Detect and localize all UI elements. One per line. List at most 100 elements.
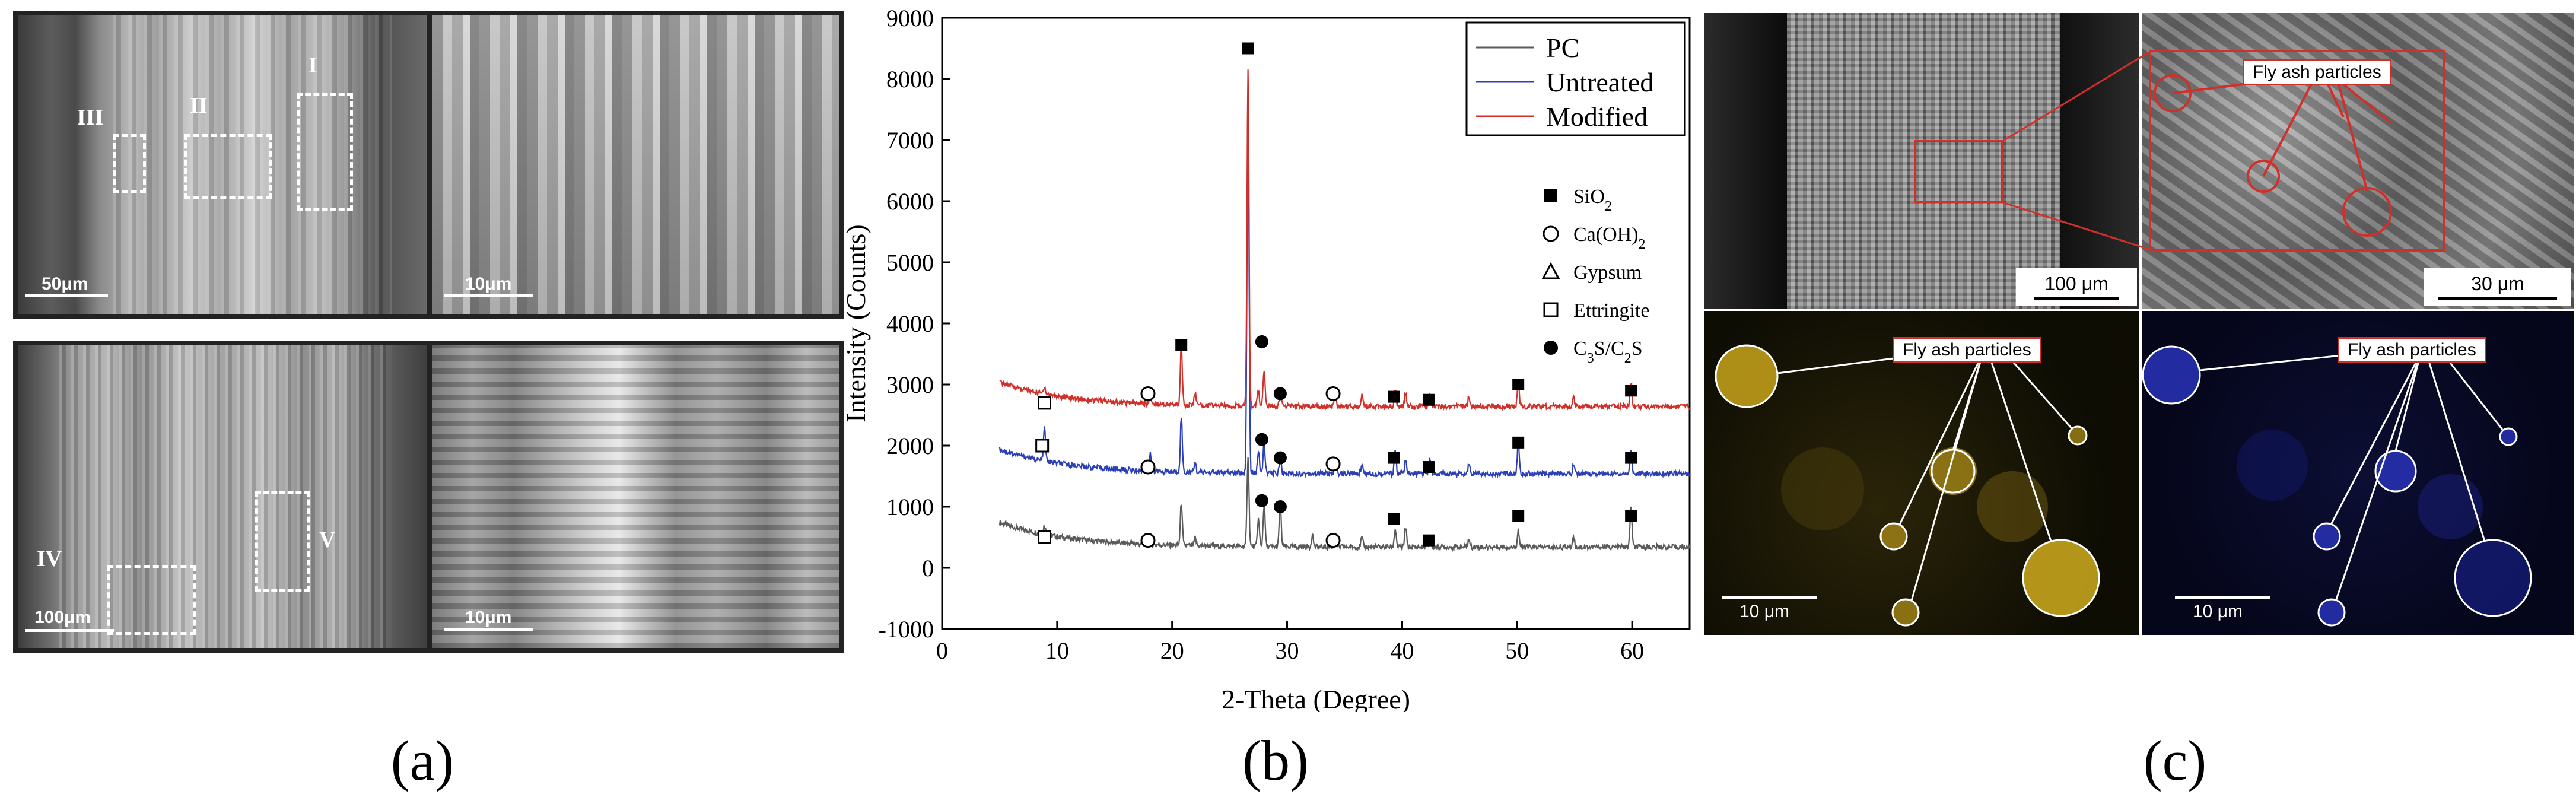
zoom-frame	[2149, 50, 2445, 252]
marker-legend-label: Ca(OH)2	[1573, 224, 1646, 252]
sem-fiber-top-zoom: 10μm	[432, 15, 839, 314]
xrd-chart: -100001000200030004000500060007000800090…	[841, 5, 1691, 714]
panel-label-a: (a)	[390, 729, 454, 792]
peak-marker	[1038, 530, 1052, 544]
peak-marker	[1273, 451, 1287, 465]
peak-marker	[1512, 379, 1525, 390]
y-tick-label: 0	[922, 555, 934, 582]
legend-label: Untreated	[1546, 67, 1653, 97]
scale-bar-line	[25, 294, 108, 297]
marker-legend-label: C3S/C2S	[1573, 338, 1643, 366]
peak-marker	[1625, 385, 1637, 397]
scale-label-bottom-right: 10μm	[465, 608, 512, 627]
legend-label: PC	[1546, 33, 1579, 63]
peak-marker	[1388, 513, 1400, 525]
peak-marker	[1512, 436, 1525, 449]
scale-bar-line	[2034, 297, 2119, 300]
series-line-pc	[998, 456, 1691, 552]
peak-marker	[1325, 386, 1341, 401]
peak-marker	[1625, 452, 1637, 464]
sem-fiber-bottom-overview: IV V 100μm	[18, 345, 427, 648]
peak-marker	[1422, 534, 1435, 547]
marker-legend-symbol	[1544, 189, 1557, 202]
eds-map-yellow: Fly ash particles 10 μm	[1704, 311, 2139, 635]
peak-marker	[1140, 459, 1156, 475]
y-tick-label: 8000	[886, 66, 934, 93]
sem-modified-fiber: 100 μm	[1704, 13, 2139, 309]
peak-marker	[1140, 386, 1156, 401]
sem-fiber-bottom-zoom: 10μm	[432, 345, 839, 648]
y-tick-label: 9000	[886, 5, 934, 31]
scale-bar-line	[25, 629, 114, 632]
region-label-ii: II	[190, 93, 208, 118]
region-label-i: I	[309, 53, 317, 78]
eds-blue-particles	[2142, 345, 2532, 627]
scale-box-top-left: 100 μm	[2016, 268, 2137, 306]
region-box-iii	[113, 134, 146, 193]
y-tick-label: 2000	[886, 433, 934, 459]
scale-label-top-left: 50μm	[42, 274, 88, 294]
marker-legend-symbol	[1541, 262, 1560, 279]
fly-ash-particle-ring	[2154, 74, 2192, 112]
peak-marker	[1325, 456, 1341, 472]
scale-bar-line	[2175, 596, 2270, 599]
region-box-i	[297, 93, 353, 211]
series-line-untreated	[998, 86, 1691, 479]
peak-marker	[1325, 533, 1341, 548]
callout-fly-ash-blue: Fly ash particles	[2338, 337, 2486, 363]
panel-b: -1000 0 1000 2000 3000 4000 5000 6000 7000 8000 90…	[819, 0, 1732, 807]
x-tick-label: 40	[1390, 637, 1414, 664]
callout-lines-top	[2154, 74, 2392, 237]
peak-marker	[1255, 494, 1268, 507]
x-tick-label: 50	[1505, 637, 1529, 664]
x-tick-label: 30	[1276, 637, 1299, 664]
scale-label-30um: 30 μm	[2471, 273, 2524, 294]
fly-ash-particle-ring	[2247, 160, 2280, 193]
scale-bar-line	[2438, 297, 2557, 300]
peak-marker	[1038, 396, 1052, 410]
peak-marker	[1273, 387, 1287, 401]
callout-fly-ash-top: Fly ash particles	[2243, 59, 2391, 85]
peak-marker	[1255, 433, 1268, 446]
peak-marker	[1388, 390, 1400, 403]
peak-marker	[1512, 510, 1525, 522]
y-tick-label: 6000	[886, 188, 934, 215]
marker-legend-symbol	[1543, 302, 1559, 317]
sem-fiber-top-overview: III II I 50μm	[18, 15, 427, 314]
eds-yellow-particles	[1715, 344, 2100, 627]
x-tick-label: 10	[1045, 637, 1069, 664]
scale-bar-line	[444, 628, 533, 631]
panel-label-c: (c)	[2143, 729, 2207, 792]
scale-label-bottom-left: 100μm	[34, 608, 91, 627]
x-tick-label: 60	[1620, 637, 1644, 664]
peak-marker	[1175, 339, 1188, 351]
peak-marker	[1388, 452, 1400, 464]
peak-marker	[1422, 393, 1435, 406]
peak-marker	[1140, 533, 1156, 548]
callout-fly-ash-yellow: Fly ash particles	[1893, 337, 2041, 363]
region-label-iii: III	[77, 105, 104, 130]
peak-marker	[1255, 335, 1268, 348]
peak-marker	[1273, 500, 1287, 513]
series-line-modified	[999, 69, 1691, 412]
zoom-connector	[2000, 51, 2149, 250]
y-tick-label: 4000	[886, 310, 934, 337]
scale-box-top-right: 30 μm	[2424, 268, 2571, 306]
region-box-v	[255, 491, 310, 592]
marker-legend-symbol	[1544, 341, 1558, 355]
eds-map-blue: Fly ash particles 10 μm	[2142, 311, 2574, 635]
scale-label-top-right: 10μm	[465, 274, 512, 294]
region-box-iv	[107, 565, 196, 635]
x-tick-label: 20	[1160, 637, 1184, 664]
scale-label-10um-right: 10 μm	[2193, 602, 2243, 621]
y-tick-label: 5000	[886, 249, 934, 276]
region-label-iv: IV	[37, 547, 62, 571]
marker-legend-label: Ettringite	[1573, 300, 1649, 322]
y-tick-label: -1000	[879, 616, 934, 643]
scale-label-100um: 100 μm	[2044, 273, 2108, 294]
marker-legend-label: SiO2	[1573, 186, 1612, 214]
y-axis-label: Intensity (Counts)	[841, 224, 871, 422]
y-tick-label: 7000	[886, 127, 934, 154]
marker-legend-label: Gypsum	[1573, 262, 1642, 284]
region-label-v: V	[319, 528, 336, 552]
